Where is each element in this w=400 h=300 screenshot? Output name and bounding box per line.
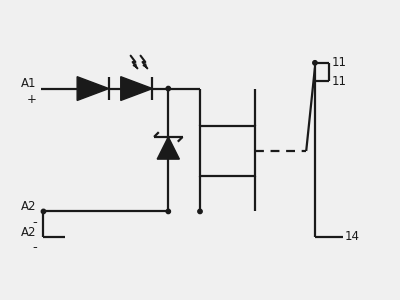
Bar	[200, 126, 256, 176]
Circle shape	[41, 209, 46, 214]
Text: 11: 11	[332, 74, 346, 88]
Text: -: -	[32, 216, 37, 229]
Circle shape	[313, 61, 317, 65]
Polygon shape	[157, 137, 179, 159]
Text: A2: A2	[21, 226, 37, 238]
Polygon shape	[77, 77, 109, 100]
Circle shape	[166, 86, 170, 91]
Polygon shape	[121, 77, 152, 100]
Text: 14: 14	[345, 230, 360, 243]
Circle shape	[198, 209, 202, 214]
Text: A2: A2	[21, 200, 37, 213]
Text: +: +	[27, 93, 37, 106]
Circle shape	[166, 209, 170, 214]
Text: 11: 11	[332, 56, 346, 69]
Text: -: -	[32, 242, 37, 254]
Text: A1: A1	[21, 77, 37, 90]
